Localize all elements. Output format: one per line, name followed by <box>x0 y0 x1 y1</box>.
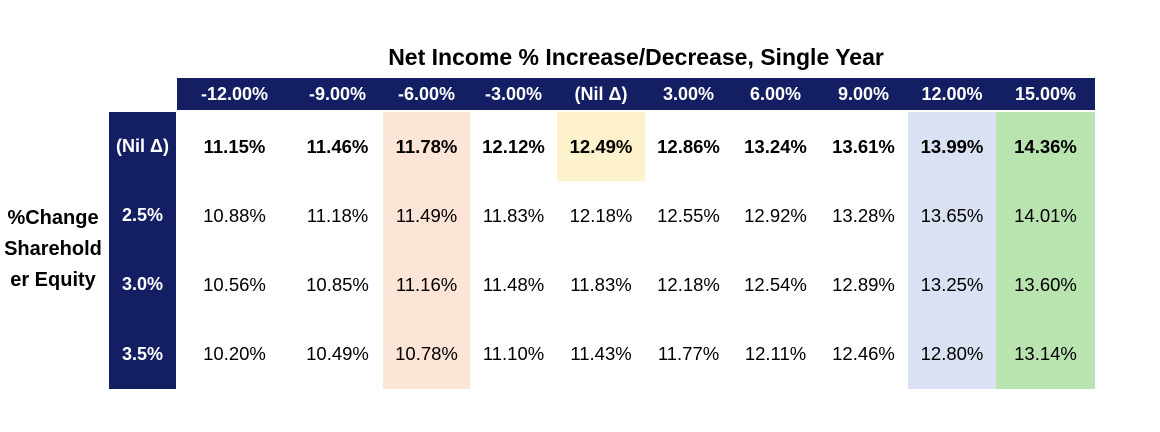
table-cell: 11.48% <box>482 273 545 295</box>
table-cell: 12.89% <box>832 273 895 295</box>
table-cell: 11.46% <box>306 135 369 157</box>
row-axis-label-line: Sharehold <box>4 238 102 260</box>
col-header: 6.00% <box>749 83 802 104</box>
table-cell: 13.28% <box>832 204 895 226</box>
table-cell: 10.20% <box>203 343 266 364</box>
row-axis-label-line: %Change <box>7 207 99 229</box>
table-cell: 13.99% <box>908 112 996 181</box>
table-cell: 12.86% <box>657 135 720 157</box>
row-label: 2.5% <box>121 205 164 225</box>
table-cell: 11.83% <box>570 273 632 295</box>
col-header: -9.00% <box>308 83 367 104</box>
table-cell: 10.88% <box>203 204 266 226</box>
table-cell: 10.85% <box>306 273 369 295</box>
table-cell: 11.16% <box>383 250 470 319</box>
table-cell: 13.24% <box>744 135 807 157</box>
row-axis-label-line: er Equity <box>10 269 96 291</box>
table-cell: 12.92% <box>744 204 807 226</box>
table-cell: 12.18% <box>657 273 720 295</box>
table-cell: 13.14% <box>996 319 1095 389</box>
row-label: 3.0% <box>121 274 164 294</box>
table-cell: 12.18% <box>569 204 633 226</box>
row-header-column: (Nil Δ) 2.5% 3.0% 3.5% <box>109 112 176 389</box>
table-cell: 12.11% <box>744 343 807 364</box>
table-cell: 12.12% <box>482 135 545 157</box>
table-cell: 13.61% <box>832 135 895 157</box>
col-header: 3.00% <box>662 83 715 104</box>
column-header-row: -12.00% -9.00% -6.00% -3.00% (Nil Δ) 3.0… <box>177 78 1095 110</box>
table-cell: 13.25% <box>908 250 996 319</box>
table-cell: 14.36% <box>996 112 1095 181</box>
table-cell: 14.01% <box>996 181 1095 250</box>
table-cell: 11.83% <box>482 204 545 226</box>
col-header: 12.00% <box>921 83 983 104</box>
table-cell: 11.15% <box>203 135 266 157</box>
table-cell: 10.56% <box>203 273 266 295</box>
table-cell: 12.49% <box>557 112 645 181</box>
table-cell: 12.55% <box>657 204 720 226</box>
table-body: 11.15% 11.46% 11.78% 12.12% 12.49% 12.86… <box>177 112 1095 389</box>
table-cell: 10.78% <box>383 319 470 389</box>
table-cell: 11.49% <box>383 181 470 250</box>
table-cell: 11.10% <box>482 343 545 364</box>
row-label: (Nil Δ) <box>116 136 169 156</box>
table-cell: 12.54% <box>744 273 807 295</box>
col-header: -6.00% <box>397 83 456 104</box>
table-cell: 12.80% <box>908 319 996 389</box>
table-cell: 13.60% <box>996 250 1095 319</box>
col-header: -3.00% <box>484 83 543 104</box>
table-cell: 11.18% <box>306 204 369 226</box>
table-cell: 11.78% <box>383 112 470 181</box>
row-label: 3.5% <box>121 343 164 364</box>
table-cell: 10.49% <box>306 343 369 364</box>
col-header: 15.00% <box>1014 83 1077 104</box>
table-title: Net Income % Increase/Decrease, Single Y… <box>388 44 884 70</box>
table-cell: 11.43% <box>570 343 632 364</box>
col-header: (Nil Δ) <box>574 83 628 104</box>
table-cell: 13.65% <box>908 181 996 250</box>
row-axis-label: %Change Sharehold er Equity <box>0 203 106 296</box>
table-cell: 11.77% <box>657 343 720 364</box>
col-header: 9.00% <box>837 83 890 104</box>
table-cell: 12.46% <box>832 343 895 364</box>
col-header: -12.00% <box>200 83 269 104</box>
